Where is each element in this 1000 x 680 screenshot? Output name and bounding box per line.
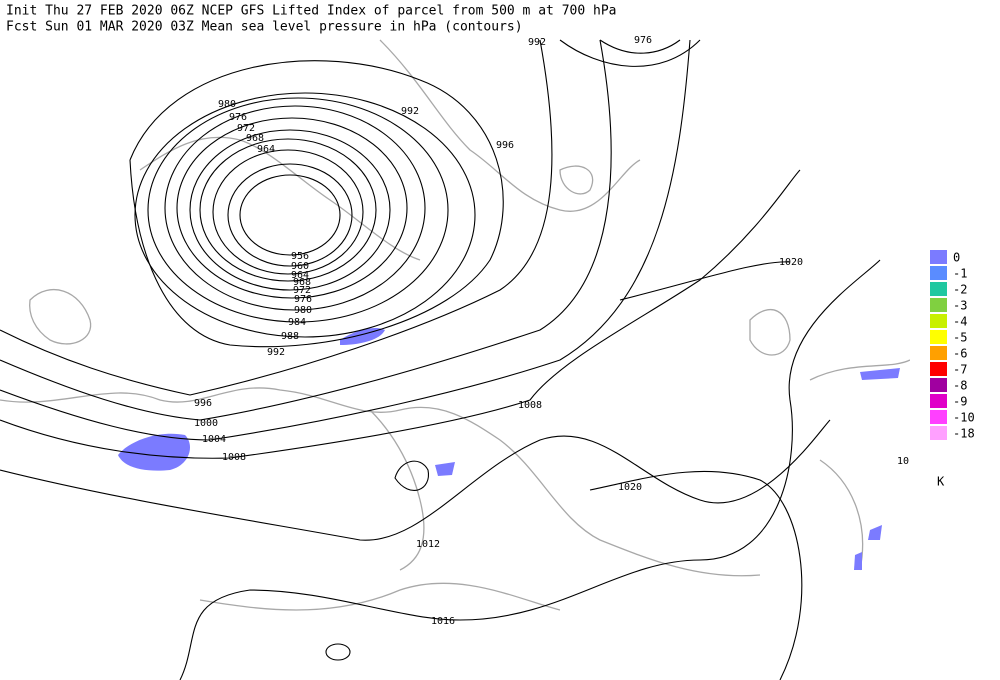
contour-label: 988: [281, 331, 299, 342]
legend-label: -7: [953, 363, 967, 377]
legend-label: -10: [953, 411, 975, 425]
legend-swatch: [930, 362, 947, 376]
legend-label: -18: [953, 427, 975, 441]
contour-label: 972: [293, 285, 311, 296]
contour-label: 996: [194, 398, 212, 409]
contour-label: 996: [496, 140, 514, 151]
legend-swatch: [930, 266, 947, 280]
contour-label: 992: [528, 37, 546, 48]
contour-label: 10: [897, 456, 909, 467]
contour-label: 984: [288, 317, 306, 328]
contour-label: 1008: [518, 400, 542, 411]
legend-label: -4: [953, 315, 967, 329]
contour-label: 976: [634, 35, 652, 46]
contour-label: 1020: [618, 482, 642, 493]
contour-label: 964: [291, 270, 309, 281]
contour-label: 964: [257, 144, 275, 155]
contour-label: 976: [294, 294, 312, 305]
contour-label: 1008: [222, 452, 246, 463]
header-line: Init Thu 27 FEB 2020 06Z NCEP GFS Lifted…: [6, 4, 616, 19]
contour-label: 976: [229, 112, 247, 123]
contour-label: 1012: [416, 539, 440, 550]
legend-swatch: [930, 330, 947, 344]
legend-swatch: [930, 250, 947, 264]
contour-label: 960: [291, 261, 309, 272]
legend-swatch: [930, 298, 947, 312]
contour-label: 1000: [194, 418, 218, 429]
legend-swatch: [930, 346, 947, 360]
legend-label: -3: [953, 299, 967, 313]
contour-label: 956: [291, 251, 309, 262]
legend-label: -8: [953, 379, 967, 393]
legend-label: 0: [953, 251, 960, 265]
legend-label: -1: [953, 267, 967, 281]
legend-label: -2: [953, 283, 967, 297]
legend-label: -9: [953, 395, 967, 409]
header-line: Fcst Sun 01 MAR 2020 03Z Mean sea level …: [6, 20, 523, 35]
coastlines: [0, 39, 911, 611]
legend-swatch: [930, 378, 947, 392]
legend-label: -5: [953, 331, 967, 345]
isobars: [0, 39, 881, 680]
legend-swatch: [930, 394, 947, 408]
contour-label: 968: [293, 277, 311, 288]
contour-label: 1004: [202, 434, 226, 445]
contour-label: 972: [237, 123, 255, 134]
contour-label: 1016: [431, 616, 455, 627]
legend-background: [910, 40, 1000, 680]
legend-label: -6: [953, 347, 967, 361]
contour-label: 992: [401, 106, 419, 117]
contour-label: 980: [294, 305, 312, 316]
contour-label: 968: [246, 133, 264, 144]
legend-swatch: [930, 410, 947, 424]
legend-swatch: [930, 314, 947, 328]
legend-unit: K: [937, 475, 945, 489]
legend-swatch: [930, 426, 947, 440]
instability-patches: [118, 328, 900, 570]
contour-label: 992: [267, 347, 285, 358]
contour-labels: 992 976 980 976 972 968 964 992 996 956 …: [194, 35, 909, 627]
legend-swatch: [930, 282, 947, 296]
contour-label: 1020: [779, 257, 803, 268]
contour-label: 980: [218, 99, 236, 110]
